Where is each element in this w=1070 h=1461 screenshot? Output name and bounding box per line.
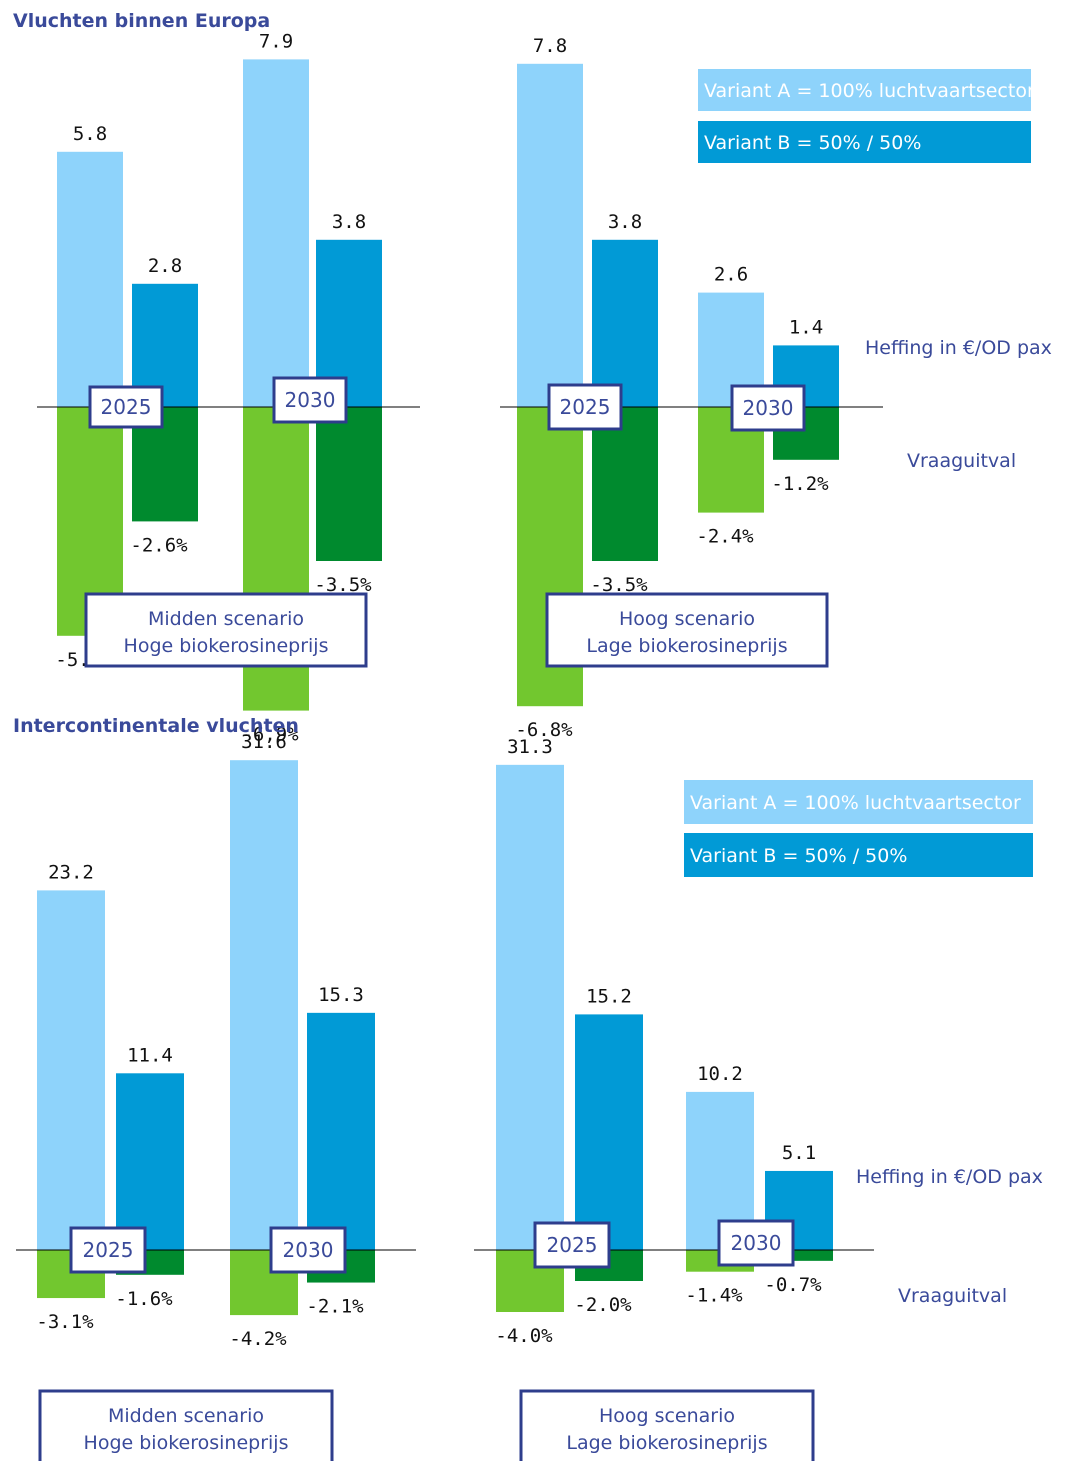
heffing-value-label: 31.6 [241, 731, 287, 753]
scenario-line-1: Midden scenario [148, 608, 304, 630]
heffing-axis-label: Heffing in €/OD pax [865, 337, 1052, 359]
vraaguitval-value-label: -1.4% [685, 1285, 743, 1307]
heffing-value-label: 2.8 [148, 255, 182, 277]
heffing-value-label: 3.8 [608, 211, 642, 233]
heffing-bar-a-2025 [496, 764, 564, 1250]
vraaguitval-value-label: -2.0% [574, 1294, 632, 1316]
heffing-bar-b-2025 [592, 239, 658, 407]
heffing-bar-b-2030 [307, 1012, 375, 1250]
year-label: 2030 [285, 388, 336, 412]
year-box [272, 376, 348, 424]
vraaguitval-value-label: -2.1% [306, 1296, 364, 1318]
year-label: 2025 [101, 395, 152, 419]
heffing-value-label: 3.8 [332, 211, 366, 233]
legend-label-variant-b: Variant B = 50% / 50% [690, 845, 907, 867]
legend-label-variant-a: Variant A = 100% luchtvaartsector [704, 80, 1035, 102]
heffing-bar-a-2030 [230, 760, 298, 1250]
legend-swatch-variant-a [684, 780, 1033, 824]
vraaguitval-axis-label: Vraaguitval [898, 1285, 1007, 1307]
vraaguitval-value-label: -1.6% [115, 1288, 173, 1310]
scenario-box [38, 1389, 334, 1461]
scenario-line-2: Lage biokerosineprijs [566, 1432, 767, 1454]
vraaguitval-value-label: -3.5% [590, 574, 648, 596]
heffing-value-label: 11.4 [127, 1044, 173, 1066]
heffing-value-label: 7.9 [259, 30, 293, 52]
legend-swatch-variant-a [698, 69, 1031, 111]
legend-swatch-variant-b [698, 121, 1031, 163]
year-box [547, 383, 623, 431]
vraaguitval-bar-b-2030 [316, 407, 382, 561]
year-label: 2030 [283, 1238, 334, 1262]
heffing-value-label: 31.3 [507, 736, 553, 758]
heffing-value-label: 5.1 [782, 1142, 816, 1164]
vraaguitval-value-label: -3.1% [36, 1311, 94, 1333]
vraaguitval-value-label: -4.2% [229, 1328, 287, 1350]
legend-swatch-variant-b [684, 833, 1033, 877]
year-box [88, 385, 164, 429]
scenario-box [84, 592, 368, 668]
vraaguitval-value-label: -2.4% [696, 526, 754, 548]
heffing-value-label: 2.6 [714, 264, 748, 286]
heffing-value-label: 1.4 [789, 316, 823, 338]
vraaguitval-value-label: -6.8% [515, 719, 573, 741]
vraaguitval-value-label: -3.5% [314, 574, 372, 596]
section-title: Vluchten binnen Europa [13, 10, 270, 32]
year-box [69, 1226, 147, 1274]
heffing-value-label: 15.2 [586, 985, 632, 1007]
vraaguitval-value-label: -6,9% [241, 724, 299, 746]
legend-label-variant-a: Variant A = 100% luchtvaartsector [690, 792, 1021, 814]
year-box [269, 1226, 347, 1274]
vraaguitval-bar-b-2025 [592, 407, 658, 561]
heffing-bar-a-2025 [37, 890, 105, 1250]
scenario-line-2: Hoge biokerosineprijs [84, 1432, 289, 1454]
heffing-value-label: 10.2 [697, 1063, 743, 1085]
heffing-bar-a-2025 [57, 151, 123, 407]
heffing-bar-b-2025 [116, 1073, 184, 1250]
heffing-bar-b-2025 [575, 1014, 643, 1250]
heffing-value-label: 5.8 [73, 123, 107, 145]
scenario-box [545, 592, 829, 668]
year-label: 2025 [560, 395, 611, 419]
heffing-bar-a-2030 [243, 59, 309, 408]
vraaguitval-value-label: -2.6% [130, 534, 188, 556]
heffing-bar-a-2025 [517, 63, 583, 408]
year-label: 2030 [743, 396, 794, 420]
year-box [717, 1219, 795, 1267]
legend-label-variant-b: Variant B = 50% / 50% [704, 132, 921, 154]
year-label: 2025 [547, 1233, 598, 1257]
scenario-line-1: Hoog scenario [599, 1405, 735, 1427]
scenario-line-2: Lage biokerosineprijs [586, 635, 787, 657]
scenario-line-1: Midden scenario [108, 1405, 264, 1427]
vraaguitval-bar-b-2030 [765, 1250, 833, 1261]
year-label: 2025 [83, 1238, 134, 1262]
scenario-line-1: Hoog scenario [619, 608, 755, 630]
vraaguitval-axis-label: Vraaguitval [907, 450, 1016, 472]
section-title: Intercontinentale vluchten [13, 715, 299, 737]
vraaguitval-value-label: -0.7% [764, 1274, 822, 1296]
year-label: 2030 [731, 1231, 782, 1255]
vraaguitval-value-label: -1.2% [771, 473, 829, 495]
year-box [533, 1221, 611, 1269]
heffing-value-label: 15.3 [318, 984, 364, 1006]
vraaguitval-value-label: -4.0% [495, 1325, 553, 1347]
heffing-axis-label: Heffing in €/OD pax [856, 1166, 1043, 1188]
heffing-value-label: 23.2 [48, 861, 94, 883]
year-box [730, 384, 806, 432]
scenario-line-2: Hoge biokerosineprijs [124, 635, 329, 657]
scenario-box [519, 1389, 815, 1461]
heffing-value-label: 7.8 [533, 35, 567, 57]
